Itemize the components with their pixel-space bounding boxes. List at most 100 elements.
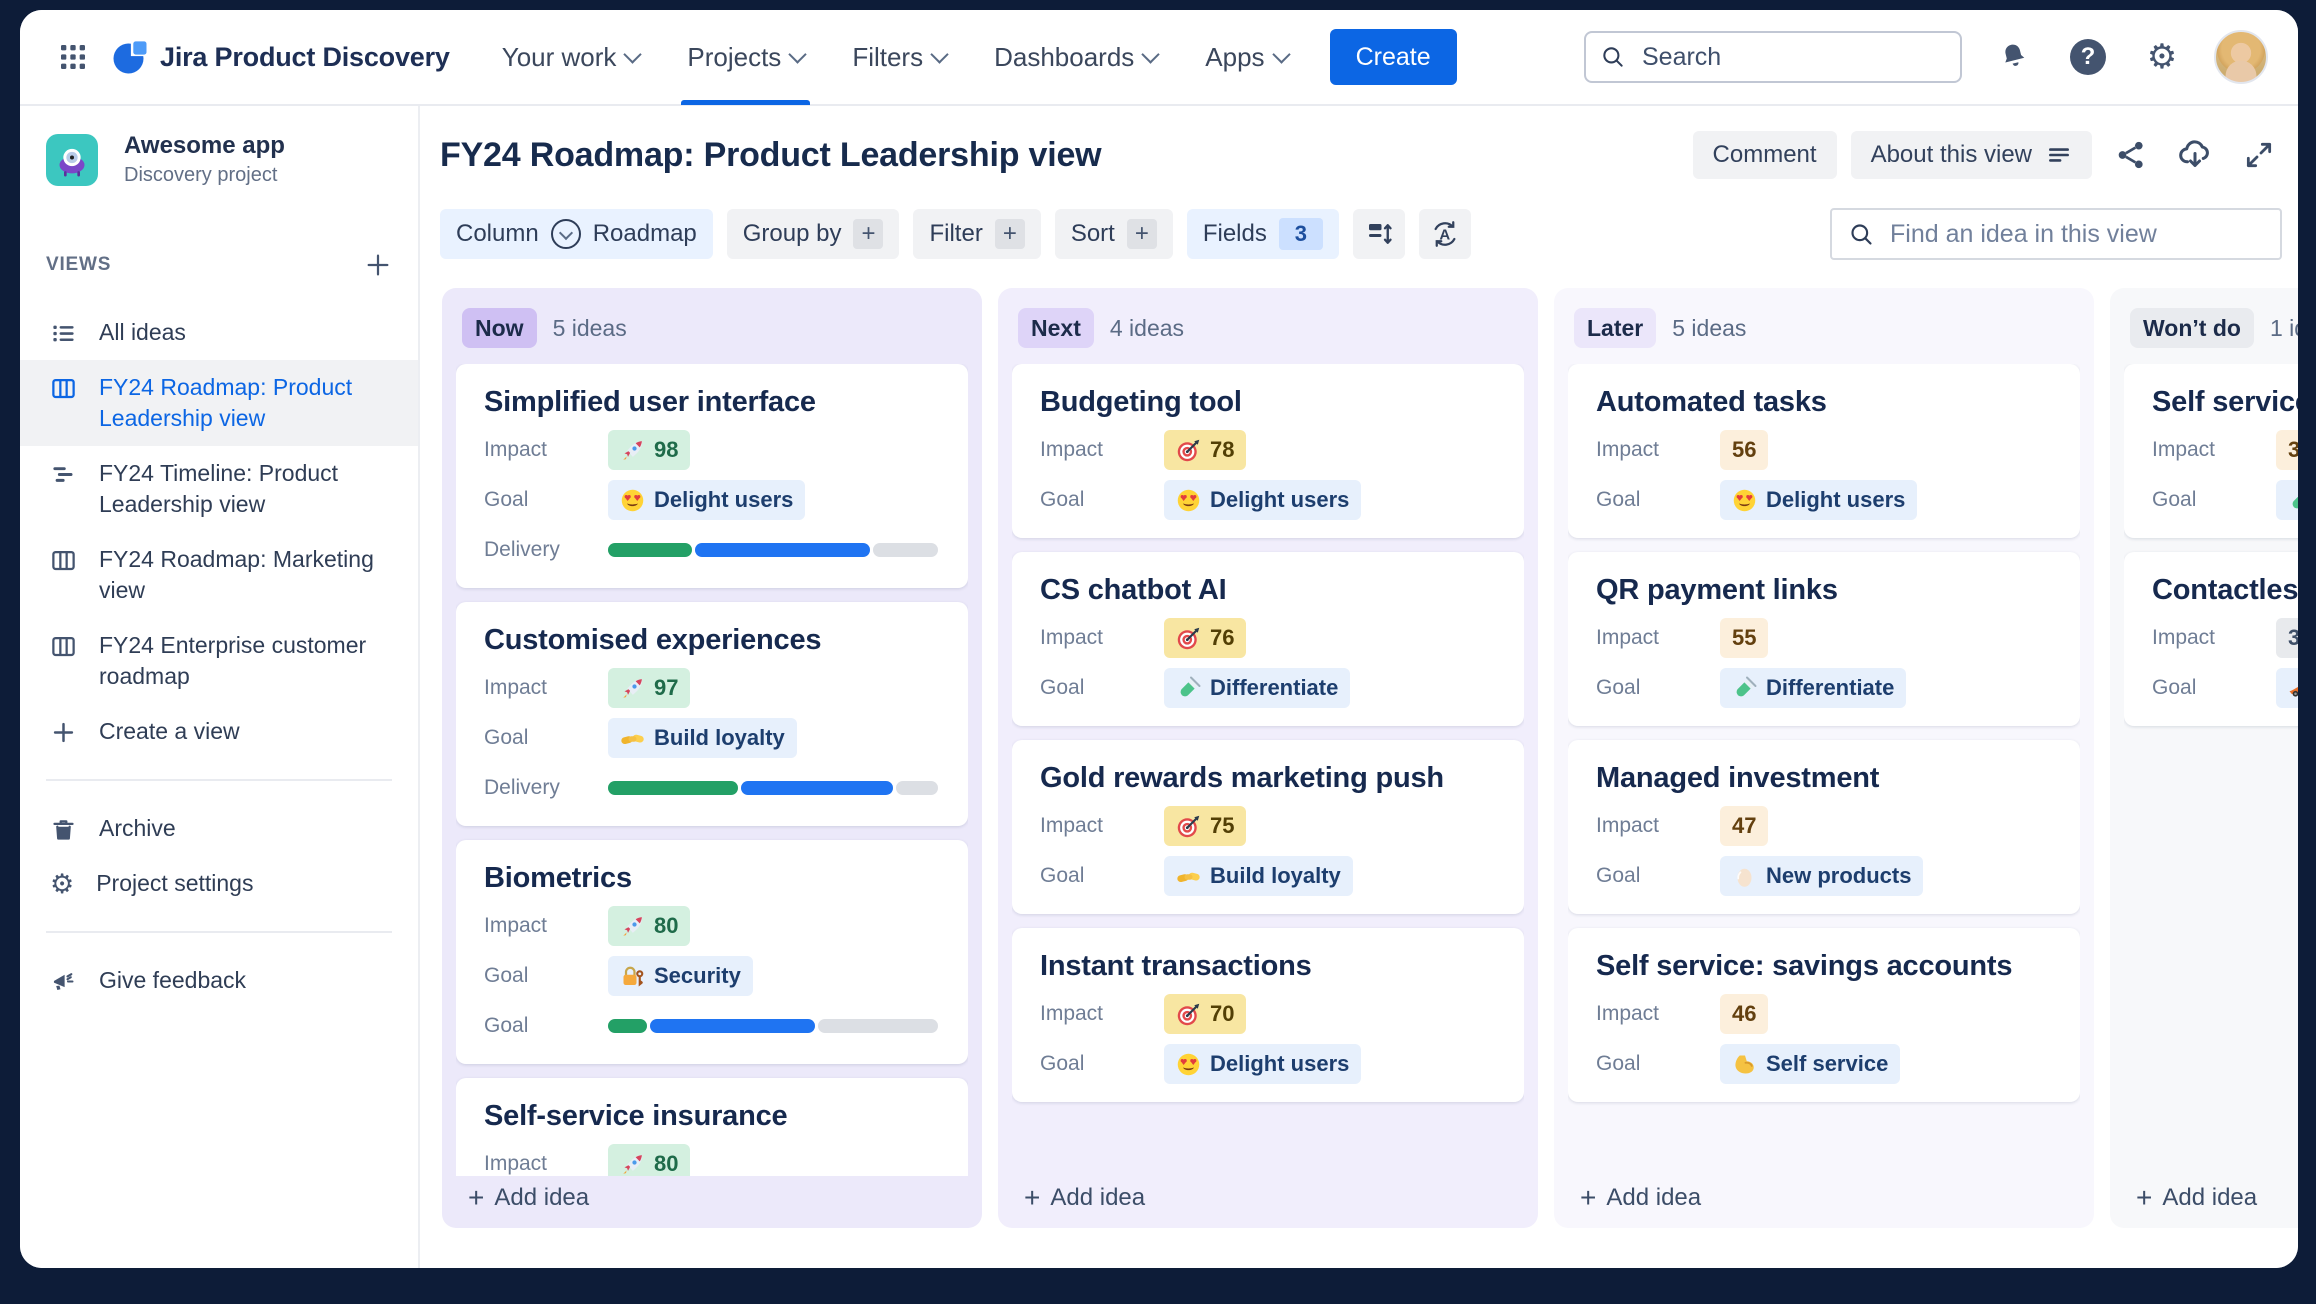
goal-badge[interactable] bbox=[2276, 480, 2298, 520]
handshake-icon bbox=[1176, 864, 1201, 889]
grid-icon bbox=[61, 45, 85, 69]
idea-card[interactable]: Budgeting tool Impact 78 Goal Delight us… bbox=[1012, 364, 1524, 538]
goal-badge[interactable]: Build loyalty bbox=[1164, 856, 1353, 896]
impact-badge[interactable]: 36 bbox=[2276, 430, 2298, 470]
impact-badge[interactable]: 97 bbox=[608, 668, 691, 708]
field-label: Goal bbox=[1040, 676, 1085, 699]
goal-badge[interactable]: Differentiate bbox=[1720, 668, 1907, 708]
add-idea-button[interactable]: + Add idea bbox=[468, 1182, 590, 1213]
goal-badge[interactable] bbox=[2276, 668, 2298, 708]
idea-card[interactable]: Self-service insurance Impact 80 Goal Se… bbox=[456, 1078, 968, 1176]
goal-badge[interactable]: Self service bbox=[1720, 1044, 1901, 1084]
impact-badge[interactable]: 78 bbox=[1164, 430, 1247, 470]
idea-card[interactable]: Gold rewards marketing push Impact 75 Go… bbox=[1012, 740, 1524, 914]
goal-badge[interactable]: New products bbox=[1720, 856, 1924, 896]
add-idea-button[interactable]: + Add idea bbox=[1580, 1182, 1702, 1213]
impact-badge[interactable]: 70 bbox=[1164, 994, 1247, 1034]
export-button[interactable] bbox=[2170, 130, 2220, 180]
idea-title: Instant transactions bbox=[1040, 950, 1312, 982]
product-name: Jira Product Discovery bbox=[160, 41, 450, 72]
goal-badge[interactable]: Delight users bbox=[1164, 1044, 1362, 1084]
idea-card[interactable]: Self service: savings accounts Impact 46… bbox=[1568, 928, 2080, 1102]
sidebar-item-all-ideas[interactable]: All ideas bbox=[20, 305, 418, 360]
idea-card[interactable]: Simplified user interface Impact 98 Goal… bbox=[456, 364, 968, 588]
notifications-button[interactable] bbox=[1992, 35, 2036, 79]
field-label: Impact bbox=[1596, 626, 1660, 649]
idea-card[interactable]: Self service: Impact 36 Goal bbox=[2124, 364, 2298, 538]
find-idea-input[interactable] bbox=[1830, 208, 2282, 260]
field-label: Goal bbox=[1596, 676, 1641, 699]
idea-card[interactable]: Customised experiences Impact 97 Goal Bu… bbox=[456, 602, 968, 826]
impact-badge[interactable]: 76 bbox=[1164, 618, 1247, 658]
nav-apps[interactable]: Apps bbox=[1205, 10, 1291, 105]
idea-card[interactable]: Managed investment Impact 47 Goal New pr… bbox=[1568, 740, 2080, 914]
impact-badge[interactable]: 98 bbox=[608, 430, 691, 470]
app-switcher-icon[interactable] bbox=[56, 40, 90, 74]
sidebar-item-roadmap-product-leadership[interactable]: FY24 Roadmap: Product Leadership view bbox=[20, 360, 418, 446]
nav-projects[interactable]: Projects bbox=[681, 10, 811, 105]
goal-badge[interactable]: Build loyalty bbox=[608, 718, 797, 758]
gear-icon: ⚙ bbox=[2146, 38, 2178, 76]
group-by-chip[interactable]: Group by + bbox=[726, 209, 900, 259]
impact-badge[interactable]: 30 bbox=[2276, 618, 2298, 658]
sidebar-item-roadmap-marketing[interactable]: FY24 Roadmap: Marketing view bbox=[20, 532, 418, 618]
field-label: Impact bbox=[484, 676, 548, 699]
field-label: Goal bbox=[484, 1014, 529, 1037]
settings-button[interactable]: ⚙ bbox=[2140, 35, 2184, 79]
impact-badge[interactable]: 75 bbox=[1164, 806, 1247, 846]
idea-card[interactable]: Automated tasks Impact 56 Goal Delight u… bbox=[1568, 364, 2080, 538]
idea-card[interactable]: QR payment links Impact 55 Goal Differen… bbox=[1568, 552, 2080, 726]
project-titles: Awesome app Discovery project bbox=[124, 132, 285, 187]
nav-filters[interactable]: Filters bbox=[852, 10, 949, 105]
add-idea-button[interactable]: + Add idea bbox=[2136, 1182, 2258, 1213]
impact-badge[interactable]: 47 bbox=[1720, 806, 1769, 846]
column-later: Later 5 ideas Automated tasks Impact 56 … bbox=[1554, 288, 2094, 1228]
fields-chip[interactable]: Fields 3 bbox=[1186, 209, 1339, 259]
product-logo[interactable]: Jira Product Discovery bbox=[112, 39, 450, 75]
share-button[interactable] bbox=[2106, 130, 2156, 180]
impact-badge[interactable]: 80 bbox=[608, 1144, 691, 1176]
sidebar-item-project-settings[interactable]: ⚙ Project settings bbox=[50, 869, 254, 899]
idea-card[interactable]: Instant transactions Impact 70 Goal Deli… bbox=[1012, 928, 1524, 1102]
nav-your-work[interactable]: Your work bbox=[502, 10, 643, 105]
idea-card[interactable]: CS chatbot AI Impact 76 Goal Differentia… bbox=[1012, 552, 1524, 726]
help-button[interactable] bbox=[2066, 35, 2110, 79]
filter-chip[interactable]: Filter + bbox=[913, 209, 1041, 259]
impact-badge[interactable]: 46 bbox=[1720, 994, 1769, 1034]
project-header[interactable]: Awesome app Discovery project bbox=[20, 132, 418, 187]
about-view-button[interactable]: About this view bbox=[1850, 131, 2092, 179]
row-height-button[interactable] bbox=[1352, 209, 1405, 259]
idea-card[interactable]: Contactless Impact 30 Goal bbox=[2124, 552, 2298, 726]
progress-segment-track bbox=[873, 543, 938, 557]
impact-badge[interactable]: 56 bbox=[1720, 430, 1769, 470]
goal-badge[interactable]: Delight users bbox=[1720, 480, 1918, 520]
search-input[interactable] bbox=[1584, 31, 1962, 83]
nav-dashboards[interactable]: Dashboards bbox=[994, 10, 1160, 105]
create-button[interactable]: Create bbox=[1329, 29, 1457, 85]
idea-count: 1 idea bbox=[2269, 314, 2298, 341]
sidebar-item-archive[interactable]: Archive bbox=[20, 801, 418, 856]
field-label: Goal bbox=[2152, 676, 2197, 699]
sort-chip[interactable]: Sort + bbox=[1054, 209, 1173, 259]
goal-badge[interactable]: Differentiate bbox=[1164, 668, 1351, 708]
fullscreen-button[interactable] bbox=[2234, 130, 2284, 180]
impact-badge[interactable]: 80 bbox=[608, 906, 691, 946]
sort-alpha-button[interactable]: A bbox=[1418, 209, 1471, 259]
chevron-down-icon bbox=[1141, 44, 1160, 64]
comment-button[interactable]: Comment bbox=[1692, 131, 1837, 179]
add-idea-button[interactable]: + Add idea bbox=[1024, 1182, 1146, 1213]
sidebar-item-enterprise-roadmap[interactable]: FY24 Enterprise customer roadmap bbox=[20, 618, 418, 704]
sidebar-item-give-feedback[interactable]: Give feedback bbox=[20, 953, 418, 1008]
impact-badge[interactable]: 55 bbox=[1720, 618, 1769, 658]
user-avatar[interactable] bbox=[2214, 30, 2268, 84]
sidebar-item-create-view[interactable]: Create a view bbox=[20, 704, 418, 759]
goal-badge[interactable]: Delight users bbox=[608, 480, 806, 520]
goal-badge[interactable]: Security bbox=[608, 956, 753, 996]
column-layout-chip[interactable]: Column Roadmap bbox=[440, 209, 713, 259]
column-header: Won’t do 1 idea bbox=[2130, 308, 2298, 348]
megaphone-icon bbox=[53, 973, 74, 990]
sidebar-item-timeline-product-leadership[interactable]: FY24 Timeline: Product Leadership view bbox=[20, 446, 418, 532]
goal-badge[interactable]: Delight users bbox=[1164, 480, 1362, 520]
add-view-icon[interactable] bbox=[364, 251, 392, 279]
idea-card[interactable]: Biometrics Impact 80 Goal Security Goal bbox=[456, 840, 968, 1064]
